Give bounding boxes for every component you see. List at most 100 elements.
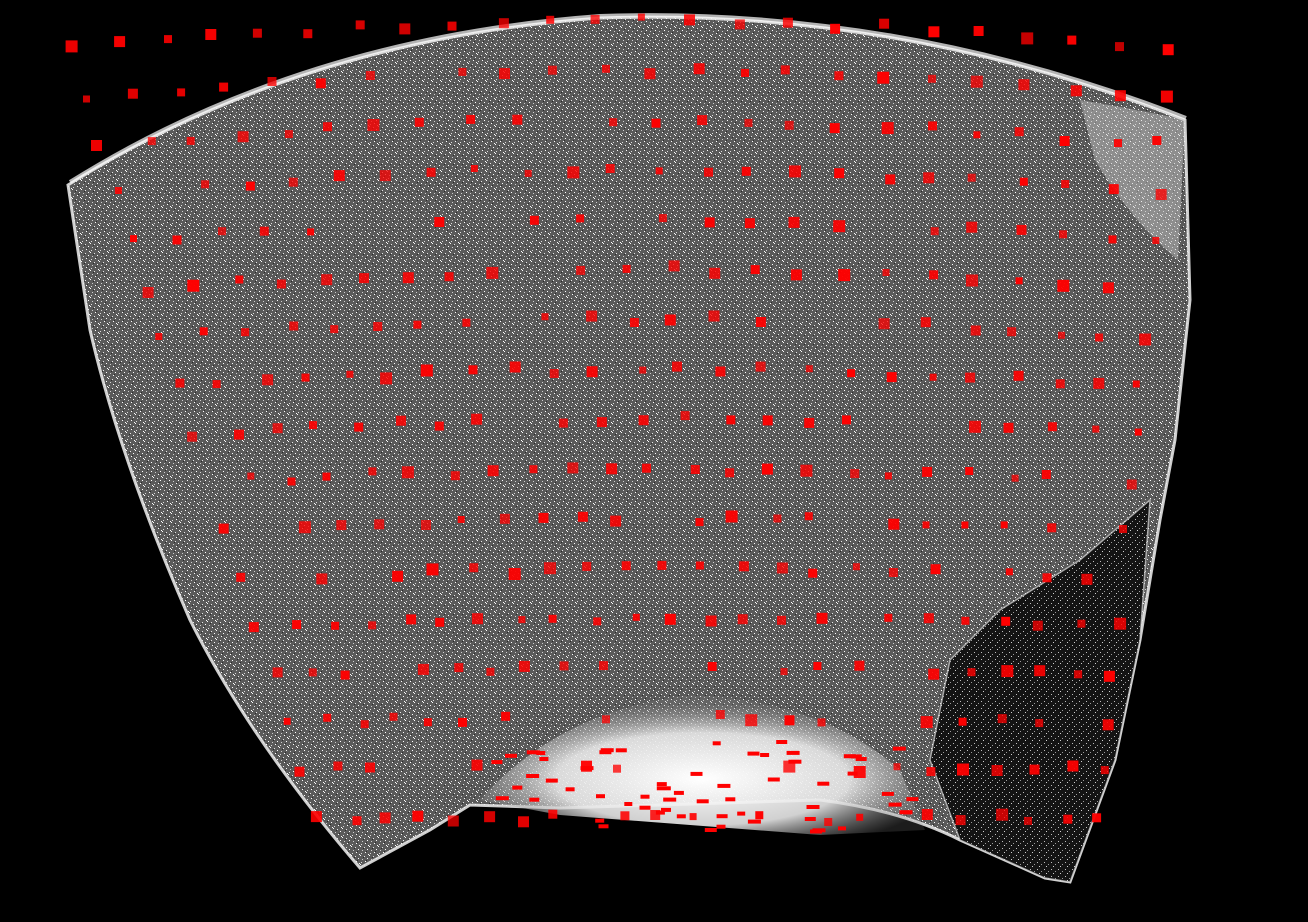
keypoint-marker — [1103, 670, 1115, 682]
keypoint-marker — [697, 115, 708, 126]
keypoint-marker — [301, 373, 310, 382]
keypoint-marker — [965, 467, 974, 475]
keypoint-marker — [374, 519, 385, 530]
keypoint-marker — [920, 317, 931, 328]
keypoint-marker — [923, 172, 935, 184]
keypoint-marker — [991, 765, 1003, 776]
keypoint-marker — [806, 805, 820, 809]
keypoint-marker — [355, 20, 365, 30]
keypoint-marker — [401, 466, 414, 479]
keypoint-marker — [1015, 277, 1023, 285]
keypoint-marker — [294, 766, 305, 777]
keypoint-marker — [457, 516, 465, 523]
keypoint-marker — [804, 512, 813, 521]
keypoint-marker — [602, 715, 610, 724]
keypoint-marker — [776, 562, 788, 574]
keypoint-marker — [471, 759, 483, 771]
keypoint-marker — [750, 265, 760, 275]
keypoint-marker — [130, 235, 137, 243]
keypoint-marker — [1139, 333, 1152, 346]
keypoint-marker — [499, 68, 510, 80]
keypoint-marker — [267, 77, 277, 86]
keypoint-marker — [843, 754, 856, 759]
keypoint-marker — [498, 18, 509, 29]
keypoint-marker — [888, 802, 902, 807]
keypoint-marker — [1126, 479, 1137, 490]
keypoint-marker — [790, 269, 802, 281]
keypoint-marker — [1057, 279, 1070, 292]
keypoint-marker — [1114, 90, 1126, 102]
keypoint-marker — [996, 808, 1009, 821]
keypoint-marker — [745, 714, 758, 727]
keypoint-marker — [421, 520, 431, 530]
keypoint-marker — [359, 273, 369, 284]
keypoint-marker — [365, 762, 375, 773]
keypoint-marker — [712, 741, 721, 746]
keypoint-marker — [928, 26, 940, 38]
keypoint-marker — [518, 616, 526, 624]
keypoint-marker — [615, 748, 627, 753]
keypoint-marker — [970, 75, 983, 88]
keypoint-marker — [640, 794, 650, 799]
keypoint-marker — [462, 318, 471, 327]
keypoint-marker — [307, 228, 315, 236]
keypoint-marker — [888, 518, 900, 530]
keypoint-marker — [852, 563, 860, 571]
keypoint-marker — [470, 165, 478, 172]
keypoint-marker — [1047, 422, 1057, 432]
keypoint-marker — [283, 717, 291, 725]
keypoint-marker — [272, 423, 283, 434]
keypoint-marker — [252, 28, 262, 38]
keypoint-marker — [486, 266, 499, 279]
keypoint-marker — [788, 759, 802, 764]
keypoint-marker — [536, 751, 546, 755]
keypoint-marker — [784, 715, 795, 726]
keypoint-marker — [1001, 665, 1014, 678]
keypoint-marker — [1160, 90, 1173, 103]
keypoint-marker — [512, 114, 523, 125]
keypoint-marker — [716, 824, 726, 829]
keypoint-marker — [484, 811, 496, 823]
keypoint-marker — [973, 26, 984, 36]
keypoint-marker — [664, 314, 676, 326]
keypoint-marker — [309, 421, 317, 430]
keypoint-marker — [879, 18, 890, 29]
keypoint-marker — [833, 220, 846, 233]
keypoint-marker — [663, 797, 677, 802]
keypoint-marker — [435, 617, 445, 627]
keypoint-marker — [817, 718, 826, 727]
keypoint-marker — [717, 783, 731, 788]
keypoint-marker — [235, 275, 244, 284]
keypoint-marker — [259, 226, 269, 236]
keypoint-marker — [804, 417, 815, 428]
keypoint-marker — [1035, 719, 1044, 728]
keypoint-marker — [576, 265, 586, 275]
keypoint-marker — [538, 512, 549, 523]
keypoint-marker — [237, 131, 249, 143]
keypoint-marker — [1018, 79, 1030, 91]
keypoint-marker — [966, 274, 978, 287]
keypoint-marker — [288, 177, 298, 187]
keypoint-marker — [586, 366, 598, 378]
keypoint-marker — [1092, 425, 1100, 433]
keypoint-marker — [928, 121, 937, 131]
keypoint-marker — [969, 420, 981, 433]
keypoint-marker — [1005, 568, 1013, 576]
keypoint-marker — [177, 88, 186, 97]
keypoint-marker — [784, 120, 794, 130]
keypoint-marker — [605, 164, 615, 173]
keypoint-marker — [272, 667, 283, 678]
keypoint-marker — [1077, 619, 1086, 628]
keypoint-marker — [744, 218, 755, 229]
keypoint-marker — [509, 361, 521, 373]
keypoint-marker — [321, 274, 333, 286]
keypoint-marker — [893, 763, 901, 771]
keypoint-marker — [850, 469, 860, 479]
keypoint-marker — [316, 573, 328, 585]
keypoint-marker — [838, 269, 851, 282]
keypoint-marker — [1132, 380, 1140, 388]
keypoint-marker — [142, 287, 154, 298]
keypoint-marker — [1152, 237, 1160, 244]
keypoint-marker — [187, 279, 200, 292]
